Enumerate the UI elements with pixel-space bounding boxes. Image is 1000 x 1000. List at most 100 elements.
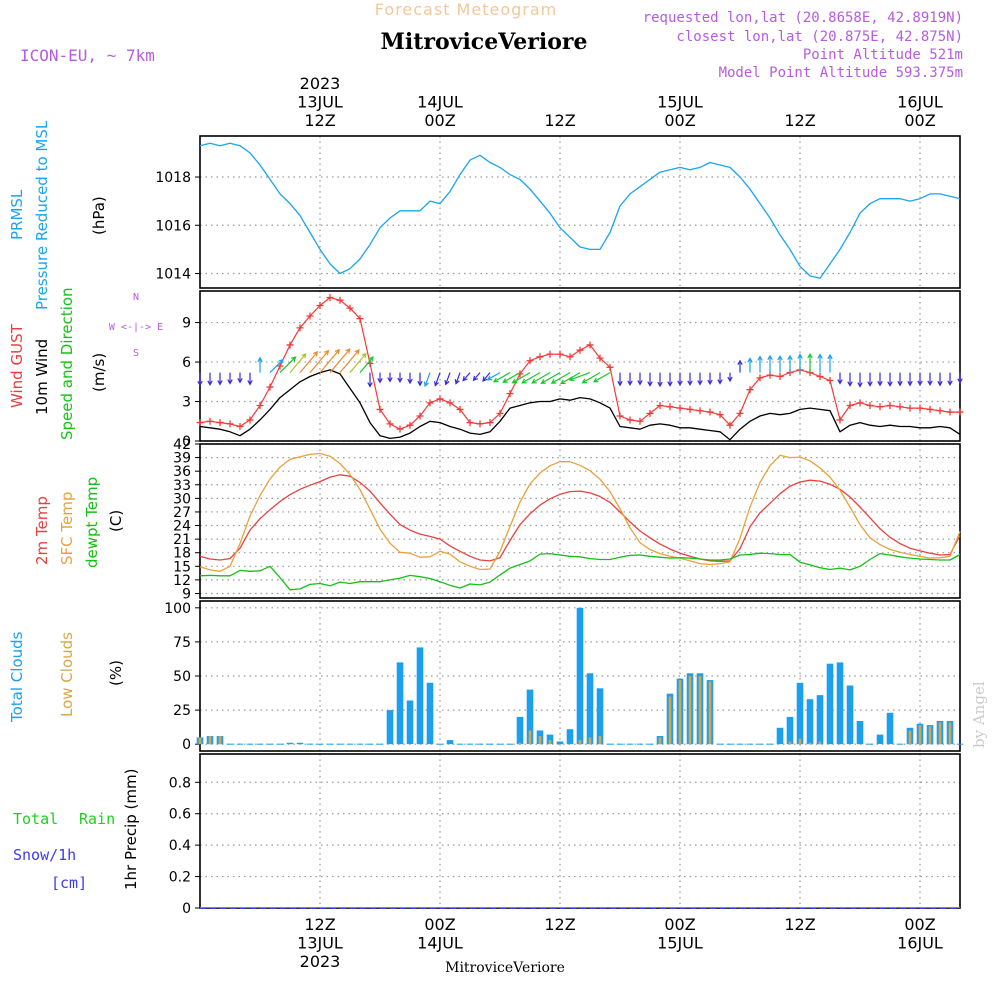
wind-direction-arrow: [434, 372, 441, 387]
gust-marker: [656, 401, 664, 409]
total-cloud-bar: [396, 662, 404, 745]
wind-direction-arrow: [237, 372, 243, 384]
total-cloud-bar: [816, 695, 824, 745]
total-cloud-bar: [516, 716, 524, 745]
wind-direction-arrow: [647, 372, 653, 387]
gust-marker: [826, 376, 834, 384]
compass-south: S: [133, 348, 139, 359]
total-cloud-bar: [286, 742, 294, 745]
gust-marker: [606, 363, 614, 371]
wind-direction-arrow: [349, 352, 367, 373]
wind-direction-arrow: [367, 372, 373, 388]
total-cloud-bar: [416, 647, 424, 745]
wind-direction-arrow: [207, 372, 213, 387]
wind-direction-arrow: [667, 372, 673, 387]
gust-marker: [276, 362, 284, 370]
gust-marker: [526, 357, 534, 365]
wind-direction-arrow: [197, 372, 203, 387]
top-axis-label: 16JUL: [897, 93, 943, 112]
panel-3: 0 25 50 75 100: [164, 600, 964, 753]
gust-marker: [226, 420, 234, 428]
gust-marker: [616, 412, 624, 420]
wind-direction-arrow: [627, 372, 633, 387]
y-tick-label: 9: [182, 586, 191, 602]
gust-marker: [886, 401, 894, 409]
wind-direction-arrow: [927, 372, 933, 387]
low-cloud-bar: [808, 742, 812, 745]
wind-direction-arrow: [339, 349, 360, 373]
wind-direction-arrow: [521, 372, 541, 384]
dewpt-label: dewpt Temp: [83, 477, 101, 568]
total-cloud-bar: [586, 673, 594, 745]
low-cloud-bar: [578, 740, 582, 745]
percent-label: (%): [107, 660, 125, 686]
gust-marker: [726, 421, 734, 429]
low-cloud-bar: [598, 736, 602, 745]
low-cloud-bar: [948, 722, 952, 745]
requested-lonlat: requested lon,lat (20.8658E, 42.8919N): [643, 10, 963, 26]
gust-marker: [356, 315, 364, 323]
total-cloud-bar: [566, 729, 574, 745]
total-cloud-bar: [526, 689, 534, 745]
wind-direction-arrow: [289, 352, 307, 373]
model-label: ICON-EU, ~ 7km: [20, 46, 155, 65]
gust-marker: [386, 420, 394, 428]
bottom-axis-label: 12Z: [784, 915, 815, 934]
precip-label: 1hr Precip (mm): [122, 769, 140, 890]
wind-direction-arrow: [540, 372, 561, 384]
wind-direction-arrow: [247, 372, 253, 386]
wind-direction-arrow: [329, 348, 351, 373]
low-cloud-bar: [818, 741, 822, 745]
gust-marker: [856, 399, 864, 407]
wind-direction-arrow: [592, 372, 611, 383]
wind-direction-arrow: [787, 354, 793, 373]
gust-marker: [636, 417, 644, 425]
total-label: Total: [13, 810, 58, 828]
gust-marker: [346, 304, 354, 312]
top-axis-label: 2023: [300, 74, 341, 93]
gust-line: [199, 297, 960, 430]
gust-marker: [926, 405, 934, 413]
wind-direction-arrow: [217, 372, 223, 386]
prmsl-label: PRMSL: [8, 189, 26, 240]
pressure-panel-labels: PRMSL Pressure Reduced to MSL (hPa): [8, 120, 108, 310]
wind-direction-arrow: [617, 372, 623, 387]
gust-marker: [476, 420, 484, 428]
wind-direction-arrow: [637, 372, 643, 386]
gust-marker: [896, 403, 904, 411]
gust-marker: [586, 341, 594, 349]
compass-west-east: W <-|-> E: [109, 322, 163, 333]
y-tick-label: 36: [173, 464, 191, 480]
credit-label: by Angel: [970, 681, 988, 748]
wind-panel-labels: Wind GUST 10m Wind Speed and Direction (…: [8, 287, 163, 440]
ms-label: (m/s): [90, 353, 108, 392]
wind-direction-arrow: [957, 372, 963, 384]
top-axis-label: 00Z: [664, 111, 695, 130]
gust-marker: [246, 416, 254, 424]
top-axis-label: 00Z: [424, 111, 455, 130]
wind-direction-arrow: [279, 356, 297, 374]
low-cloud-bar: [218, 736, 222, 745]
low-cloud-bar: [548, 740, 552, 745]
wind-direction-arrow: [257, 356, 263, 373]
gust-marker: [376, 405, 384, 413]
low-cloud-bar: [208, 736, 212, 745]
top-axis-label: 00Z: [904, 111, 935, 130]
sfc-temp-line: [199, 452, 961, 572]
total-cloud-bar: [576, 607, 584, 745]
total-cloud-bar: [776, 727, 784, 745]
footer-location: MitroviceVeriore: [445, 960, 565, 976]
y-tick-label: 30: [173, 491, 191, 507]
wind-direction-arrow: [269, 358, 284, 374]
wind-direction-arrow: [797, 353, 803, 373]
gust-marker: [216, 419, 224, 427]
bottom-axis-label: 12Z: [304, 915, 335, 934]
total-cloud-bar: [556, 741, 564, 745]
total-cloud-bar: [546, 734, 554, 745]
wind-direction-arrow: [462, 372, 471, 382]
gust-marker: [396, 425, 404, 433]
low-cloud-bar: [938, 722, 942, 745]
total-cloud-bar: [426, 682, 434, 745]
